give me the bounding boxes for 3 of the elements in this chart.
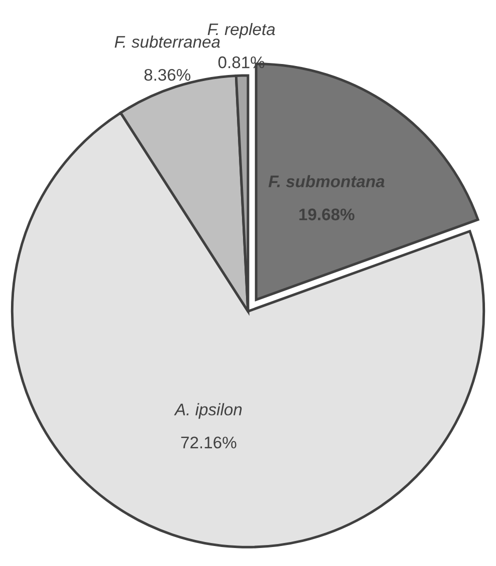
data-label: 8.36% <box>144 68 190 81</box>
data-label: 72.16% <box>181 436 236 448</box>
slice-label: A. ipsilon <box>174 403 242 419</box>
